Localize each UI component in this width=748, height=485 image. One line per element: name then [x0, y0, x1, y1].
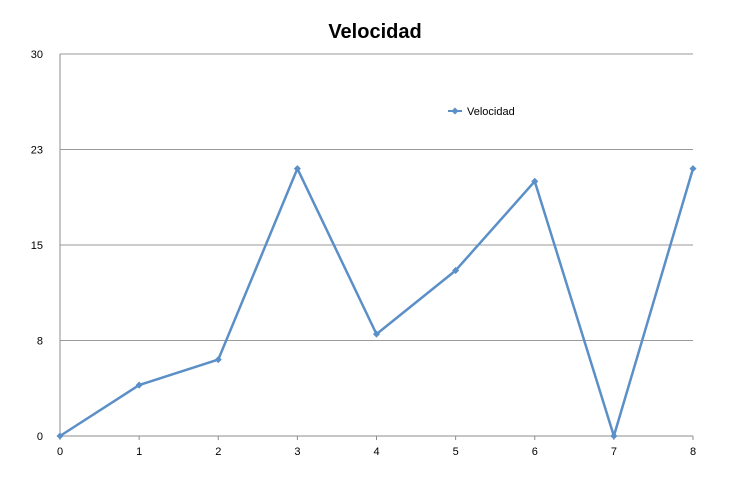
x-tick-label: 5 — [453, 446, 459, 458]
data-point — [372, 330, 381, 338]
legend: Velocidad — [448, 106, 515, 118]
chart-title: Velocidad — [328, 21, 421, 43]
data-point — [293, 165, 301, 173]
x-tick-label: 3 — [294, 446, 300, 458]
x-tick-label: 6 — [532, 446, 538, 458]
data-point — [531, 177, 539, 185]
y-tick-label: 0 — [37, 431, 43, 443]
data-point — [689, 165, 697, 173]
x-tick-label: 1 — [136, 446, 142, 458]
series-lines — [56, 165, 697, 440]
data-point — [214, 356, 222, 364]
legend-label: Velocidad — [467, 106, 515, 118]
x-tick-label: 4 — [373, 446, 379, 458]
x-tick-label: 2 — [215, 446, 221, 458]
data-point — [452, 266, 460, 275]
y-tick-label: 15 — [31, 240, 43, 252]
data-point — [610, 432, 618, 440]
y-tick-label: 23 — [31, 145, 43, 157]
x-tick-label: 0 — [57, 446, 63, 458]
x-tick-labels: 0 1 2 3 4 5 6 7 8 — [57, 446, 696, 458]
data-point — [56, 432, 64, 440]
y-tick-label: 30 — [31, 49, 43, 61]
series-line — [59, 167, 695, 438]
grid-lines — [60, 53, 693, 341]
legend-marker — [451, 107, 459, 115]
x-tick-label: 8 — [690, 446, 696, 458]
y-tick-label: 8 — [37, 336, 43, 348]
y-tick-labels: 0 8 15 23 30 — [31, 49, 43, 443]
x-tick-label: 7 — [611, 446, 617, 458]
data-point — [135, 381, 143, 389]
